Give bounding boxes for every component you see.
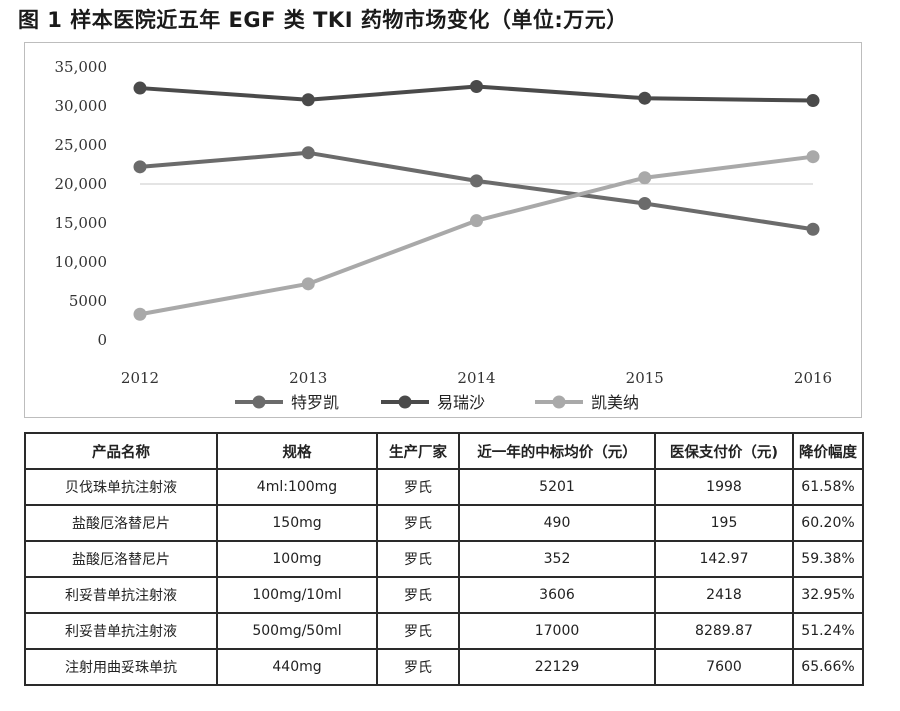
table-row: 盐酸厄洛替尼片 150mg 罗氏 490 195 60.20% xyxy=(24,504,864,542)
cell-price-cut: 59.38% xyxy=(792,540,864,578)
legend-marker xyxy=(398,395,412,409)
header-price-cut: 降价幅度 xyxy=(792,432,864,470)
data-point xyxy=(638,171,652,185)
y-tick-label: 10,000 xyxy=(55,253,108,271)
cell-insurance-price: 2418 xyxy=(654,576,794,614)
legend-label: 特罗凯 xyxy=(291,393,339,412)
cell-product-name: 盐酸厄洛替尼片 xyxy=(24,540,218,578)
data-point xyxy=(806,150,820,164)
cell-bid-price: 17000 xyxy=(458,612,656,650)
cell-product-name: 贝伐珠单抗注射液 xyxy=(24,468,218,506)
table-row: 利妥昔单抗注射液 500mg/50ml 罗氏 17000 8289.87 51.… xyxy=(24,612,864,650)
cell-price-cut: 51.24% xyxy=(792,612,864,650)
legend-label: 易瑞沙 xyxy=(437,393,485,412)
x-tick-label: 2013 xyxy=(289,369,327,387)
data-point xyxy=(133,307,147,321)
cell-bid-price: 352 xyxy=(458,540,656,578)
table-header-row: 产品名称 规格 生产厂家 近一年的中标均价（元） 医保支付价（元) 降价幅度 xyxy=(24,432,864,470)
cell-spec: 100mg xyxy=(216,540,378,578)
y-tick-label: 15,000 xyxy=(55,214,108,232)
data-point xyxy=(806,94,820,108)
cell-price-cut: 32.95% xyxy=(792,576,864,614)
line-chart: 0 5000 10,000 15,000 20,000 25,000 30,000 35,00… xyxy=(55,58,833,412)
data-point xyxy=(301,277,315,291)
y-tick-label: 5000 xyxy=(69,292,107,310)
cell-spec: 4ml:100mg xyxy=(216,468,378,506)
cell-product-name: 利妥昔单抗注射液 xyxy=(24,576,218,614)
header-bid-price: 近一年的中标均价（元） xyxy=(458,432,656,470)
x-tick-label: 2015 xyxy=(626,369,664,387)
cell-manufacturer: 罗氏 xyxy=(376,468,460,506)
cell-insurance-price: 8289.87 xyxy=(654,612,794,650)
cell-price-cut: 61.58% xyxy=(792,468,864,506)
cell-bid-price: 22129 xyxy=(458,648,656,686)
chart-frame: 0 5000 10,000 15,000 20,000 25,000 30,000 35,00… xyxy=(24,42,862,418)
y-tick-label: 20,000 xyxy=(55,175,108,193)
x-tick-label: 2014 xyxy=(457,369,495,387)
cell-manufacturer: 罗氏 xyxy=(376,540,460,578)
cell-spec: 440mg xyxy=(216,648,378,686)
data-point xyxy=(301,93,315,107)
cell-product-name: 注射用曲妥珠单抗 xyxy=(24,648,218,686)
header-manufacturer: 生产厂家 xyxy=(376,432,460,470)
cell-insurance-price: 142.97 xyxy=(654,540,794,578)
x-tick-label: 2016 xyxy=(794,369,832,387)
table-row: 贝伐珠单抗注射液 4ml:100mg 罗氏 5201 1998 61.58% xyxy=(24,468,864,506)
y-tick-label: 25,000 xyxy=(55,136,108,154)
data-point xyxy=(638,91,652,105)
price-table: 产品名称 规格 生产厂家 近一年的中标均价（元） 医保支付价（元) 降价幅度 贝… xyxy=(24,432,864,686)
cell-insurance-price: 1998 xyxy=(654,468,794,506)
cell-spec: 500mg/50ml xyxy=(216,612,378,650)
cell-price-cut: 60.20% xyxy=(792,504,864,542)
table-row: 盐酸厄洛替尼片 100mg 罗氏 352 142.97 59.38% xyxy=(24,540,864,578)
cell-price-cut: 65.66% xyxy=(792,648,864,686)
legend-label: 凯美纳 xyxy=(591,393,639,412)
y-tick-label: 30,000 xyxy=(55,97,108,115)
cell-spec: 150mg xyxy=(216,504,378,542)
header-product-name: 产品名称 xyxy=(24,432,218,470)
cell-insurance-price: 195 xyxy=(654,504,794,542)
y-tick-label: 35,000 xyxy=(55,58,108,76)
cell-product-name: 盐酸厄洛替尼片 xyxy=(24,504,218,542)
data-point xyxy=(133,81,147,95)
data-point xyxy=(470,80,483,93)
table-row: 注射用曲妥珠单抗 440mg 罗氏 22129 7600 65.66% xyxy=(24,648,864,686)
cell-bid-price: 3606 xyxy=(458,576,656,614)
x-tick-label: 2012 xyxy=(121,369,159,387)
legend-marker xyxy=(252,395,266,409)
data-point xyxy=(806,222,820,236)
cell-insurance-price: 7600 xyxy=(654,648,794,686)
cell-spec: 100mg/10ml xyxy=(216,576,378,614)
cell-manufacturer: 罗氏 xyxy=(376,612,460,650)
table-row: 利妥昔单抗注射液 100mg/10ml 罗氏 3606 2418 32.95% xyxy=(24,576,864,614)
header-insurance-price: 医保支付价（元) xyxy=(654,432,794,470)
data-point xyxy=(638,197,652,210)
cell-manufacturer: 罗氏 xyxy=(376,648,460,686)
cell-bid-price: 490 xyxy=(458,504,656,542)
cell-bid-price: 5201 xyxy=(458,468,656,506)
cell-manufacturer: 罗氏 xyxy=(376,504,460,542)
figure-title: 图 1 样本医院近五年 EGF 类 TKI 药物市场变化（单位:万元） xyxy=(18,8,628,32)
data-point xyxy=(470,174,483,188)
legend-marker xyxy=(552,395,566,409)
cell-manufacturer: 罗氏 xyxy=(376,576,460,614)
header-spec: 规格 xyxy=(216,432,378,470)
y-tick-label: 0 xyxy=(97,331,107,349)
data-point xyxy=(470,214,483,228)
data-point xyxy=(133,160,147,174)
data-point xyxy=(301,146,315,160)
cell-product-name: 利妥昔单抗注射液 xyxy=(24,612,218,650)
